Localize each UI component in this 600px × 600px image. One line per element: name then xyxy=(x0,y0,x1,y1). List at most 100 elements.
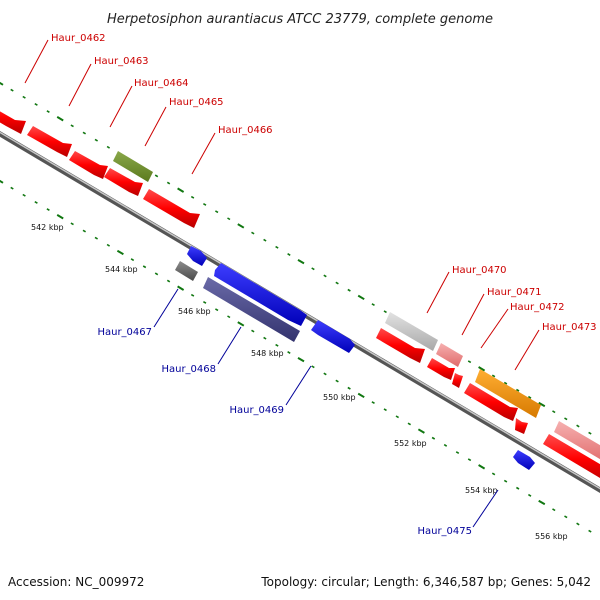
tick-mark-outer xyxy=(576,424,580,428)
label-Haur_0471[interactable]: Haur_0471 xyxy=(487,287,542,298)
tick-mark-inner xyxy=(56,214,64,220)
tick-mark-outer xyxy=(357,294,365,301)
feature-gray[interactable] xyxy=(385,312,438,351)
tick-mark-inner xyxy=(516,486,520,490)
tick-mark-inner xyxy=(357,392,365,399)
gene-Haur_0475[interactable] xyxy=(513,450,535,470)
label-Haur_0469[interactable]: Haur_0469 xyxy=(229,405,284,416)
kbp-label-554: 554 kbp xyxy=(465,486,498,495)
map-title: Herpetosiphon aurantiacus ATCC 23779, co… xyxy=(107,12,493,27)
gene-Haur_0471b[interactable] xyxy=(452,373,463,388)
tick-mark-outer xyxy=(297,259,305,265)
tick-mark-outer xyxy=(503,381,508,385)
tick-mark-outer xyxy=(56,116,64,122)
gene-Haur_0472[interactable] xyxy=(464,383,518,421)
tick-mark-inner xyxy=(588,529,592,533)
gene-Haur_0469[interactable] xyxy=(311,320,355,353)
label-Haur_0468[interactable]: Haur_0468 xyxy=(161,364,216,375)
tick-mark-inner xyxy=(190,293,195,297)
gene-Haur_0466[interactable] xyxy=(143,189,200,228)
feature-orange[interactable] xyxy=(475,369,541,418)
tick-mark-inner xyxy=(383,408,387,412)
tick-mark-inner xyxy=(395,415,400,419)
tick-mark-outer xyxy=(287,253,291,256)
feature-pink[interactable] xyxy=(436,343,463,367)
tick-mark-inner xyxy=(371,401,375,404)
tick-mark-outer xyxy=(22,95,26,99)
tick-mark-outer xyxy=(154,174,159,178)
tick-mark-inner xyxy=(154,272,159,276)
tick-mark-outer xyxy=(237,223,245,229)
kbp-label-548: 548 kbp xyxy=(251,349,284,358)
label-Haur_0466[interactable]: Haur_0466 xyxy=(218,125,273,136)
tick-mark-inner xyxy=(82,229,86,233)
tick-mark-inner xyxy=(417,428,425,434)
label-Haur_0462[interactable]: Haur_0462 xyxy=(51,33,106,44)
feature-pink-edge[interactable] xyxy=(554,421,600,465)
gene-Haur_0468b[interactable] xyxy=(203,277,300,342)
tick-mark-outer xyxy=(478,366,486,372)
tick-mark-outer xyxy=(527,395,532,399)
tick-mark-inner xyxy=(166,279,171,283)
tick-mark-outer xyxy=(588,431,592,435)
gene-Haur_0471[interactable] xyxy=(427,358,455,380)
tick-mark-inner xyxy=(34,201,38,204)
tick-mark-inner xyxy=(576,522,580,526)
gene-Haur_0463[interactable] xyxy=(27,126,72,157)
gene-Haur_0472b[interactable] xyxy=(515,418,528,434)
kbp-label-552: 552 kbp xyxy=(394,439,427,448)
gene-Haur_0464[interactable] xyxy=(69,151,108,179)
label-Haur_0467[interactable]: Haur_0467 xyxy=(97,327,152,338)
gene-Haur_0467[interactable] xyxy=(175,261,198,281)
tick-mark-outer xyxy=(516,388,520,392)
kbp-label-550: 550 kbp xyxy=(323,393,356,402)
tick-mark-inner xyxy=(347,386,351,390)
tick-mark-inner xyxy=(407,422,411,426)
reverse-gene-label-text: Haur_0467 Haur_0468 Haur_0469 Haur_0475 xyxy=(97,327,472,537)
kbp-labels: 542 kbp 544 kbp 546 kbp 548 kbp 550 kbp … xyxy=(31,223,568,541)
label-Haur_0472[interactable]: Haur_0472 xyxy=(510,302,565,313)
tick-mark-outer xyxy=(203,203,207,206)
label-Haur_0464[interactable]: Haur_0464 xyxy=(134,78,189,89)
tick-mark-inner xyxy=(10,186,14,190)
tick-mark-outer xyxy=(70,124,74,128)
label-Haur_0463[interactable]: Haur_0463 xyxy=(94,56,149,67)
tick-mark-inner xyxy=(552,508,556,512)
tick-mark-outer xyxy=(263,238,267,242)
tick-mark-inner xyxy=(564,515,568,519)
tick-mark-inner xyxy=(287,351,291,354)
tick-mark-outer xyxy=(215,210,219,214)
tick-mark-outer xyxy=(371,303,375,306)
gene-Haur_0468[interactable] xyxy=(214,263,307,326)
label-Haur_0473[interactable]: Haur_0473 xyxy=(542,322,597,333)
tick-mark-outer xyxy=(82,131,86,135)
gene-Haur_0467-small[interactable] xyxy=(187,246,207,266)
kbp-label-544: 544 kbp xyxy=(105,265,138,274)
tick-mark-inner xyxy=(503,479,508,483)
feature-olive[interactable] xyxy=(113,151,153,182)
tick-mark-inner xyxy=(70,222,74,226)
label-Haur_0475[interactable]: Haur_0475 xyxy=(417,526,472,537)
tick-mark-inner xyxy=(443,443,448,447)
tick-mark-outer xyxy=(34,103,38,106)
label-Haur_0470[interactable]: Haur_0470 xyxy=(452,265,507,276)
tick-mark-outer xyxy=(552,410,556,414)
tick-mark-outer xyxy=(227,217,231,221)
gene-Haur_0465[interactable] xyxy=(104,168,143,196)
kbp-label-556: 556 kbp xyxy=(535,532,568,541)
tick-mark-inner xyxy=(527,493,532,497)
label-Haur_0465[interactable]: Haur_0465 xyxy=(169,97,224,108)
tick-mark-inner xyxy=(106,243,111,247)
kbp-label-542: 542 kbp xyxy=(31,223,64,232)
tick-mark-outer xyxy=(275,245,279,249)
reverse-gene-labels xyxy=(153,288,499,528)
tick-mark-inner xyxy=(431,436,436,440)
gene-Haur_0462[interactable] xyxy=(0,100,26,134)
gene-Haur_0470[interactable] xyxy=(376,328,425,363)
tick-mark-outer xyxy=(166,181,171,185)
gene-Haur_0474[interactable] xyxy=(543,434,600,484)
tick-mark-outer xyxy=(323,274,327,278)
tick-mark-outer xyxy=(106,145,111,149)
tick-mark-inner xyxy=(46,208,50,211)
